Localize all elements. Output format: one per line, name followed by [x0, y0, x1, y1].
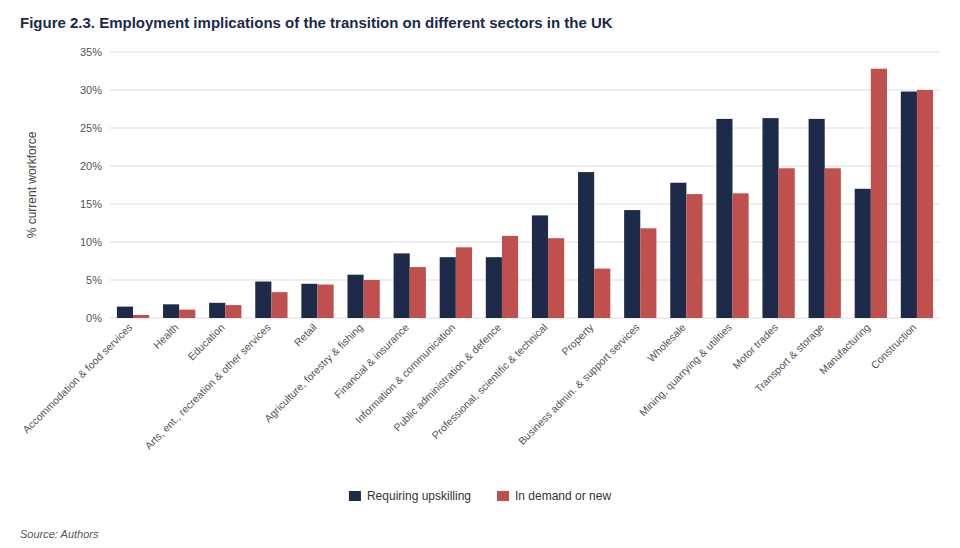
bar: [486, 257, 502, 318]
bar: [364, 280, 380, 318]
bar: [686, 194, 702, 318]
bar: [456, 247, 472, 318]
y-tick-label: 30%: [80, 84, 102, 96]
bar: [578, 172, 594, 318]
bar: [716, 119, 732, 318]
legend-swatch: [497, 491, 509, 501]
bar: [318, 285, 334, 318]
legend-label: In demand or new: [515, 489, 611, 503]
bar: [502, 236, 518, 318]
x-tick-label: Financial & insurance: [332, 321, 412, 401]
bar: [624, 210, 640, 318]
bar: [855, 189, 871, 318]
y-tick-label: 25%: [80, 122, 102, 134]
x-tick-label: Property: [559, 320, 596, 357]
x-tick-label: Education: [185, 321, 227, 363]
bar: [410, 267, 426, 318]
legend: Requiring upskilling In demand or new: [349, 489, 611, 503]
x-tick-label: Accommodation & food services: [20, 321, 135, 436]
bar: [809, 119, 825, 318]
bar: [394, 253, 410, 318]
bar: [548, 238, 564, 318]
x-tick-label: Agriculture, forestry & fishing: [262, 321, 366, 425]
bar: [594, 269, 610, 318]
bar: [917, 90, 933, 318]
bar: [163, 304, 179, 318]
x-tick-label: Mining, quarrying & utilities: [637, 321, 734, 418]
x-tick-label: Wholesale: [645, 321, 688, 364]
y-tick-label: 0%: [86, 312, 102, 324]
bar: [117, 307, 133, 318]
bar: [762, 118, 778, 318]
source: Source: Authors: [20, 528, 99, 540]
y-tick-label: 15%: [80, 198, 102, 210]
bar: [347, 275, 363, 318]
bar: [640, 228, 656, 318]
x-tick-label: Retail: [291, 321, 318, 348]
bar: [255, 282, 271, 318]
x-tick-label: Health: [151, 321, 181, 351]
bar: [225, 305, 241, 318]
bar: [179, 310, 195, 318]
bar: [301, 284, 317, 318]
bar: [901, 92, 917, 318]
grid-line: [110, 52, 940, 53]
x-tick-label: Transport & storage: [752, 321, 826, 395]
bar: [440, 257, 456, 318]
bar: [825, 168, 841, 318]
bars: [117, 69, 933, 318]
title: Figure 2.3. Employment implications of t…: [20, 14, 613, 31]
x-tick-label: Arts, ent., recreation & other services: [142, 321, 273, 452]
x-tick-label: Business admin. & support services: [516, 321, 642, 447]
bar: [133, 315, 149, 318]
bar: [209, 303, 225, 318]
y-tick-label: 35%: [80, 46, 102, 58]
y-tick-label: 5%: [86, 274, 102, 286]
bar: [779, 168, 795, 318]
x-tick-label: Manufacturing: [817, 321, 873, 377]
legend-label: Requiring upskilling: [367, 489, 471, 503]
legend-swatch: [349, 491, 361, 501]
grid-line: [110, 90, 940, 91]
bar: [271, 292, 287, 318]
y-axis-label: % current workforce: [25, 131, 39, 238]
y-tick-label: 10%: [80, 236, 102, 248]
y-tick-label: 20%: [80, 160, 102, 172]
x-tick-label: Motor trades: [730, 321, 780, 371]
bar: [733, 193, 749, 318]
bar: [532, 215, 548, 318]
bar: [670, 183, 686, 318]
bar: [871, 69, 887, 318]
chart: Figure 2.3. Employment implications of t…: [0, 0, 960, 548]
x-tick-label: Construction: [868, 321, 918, 371]
